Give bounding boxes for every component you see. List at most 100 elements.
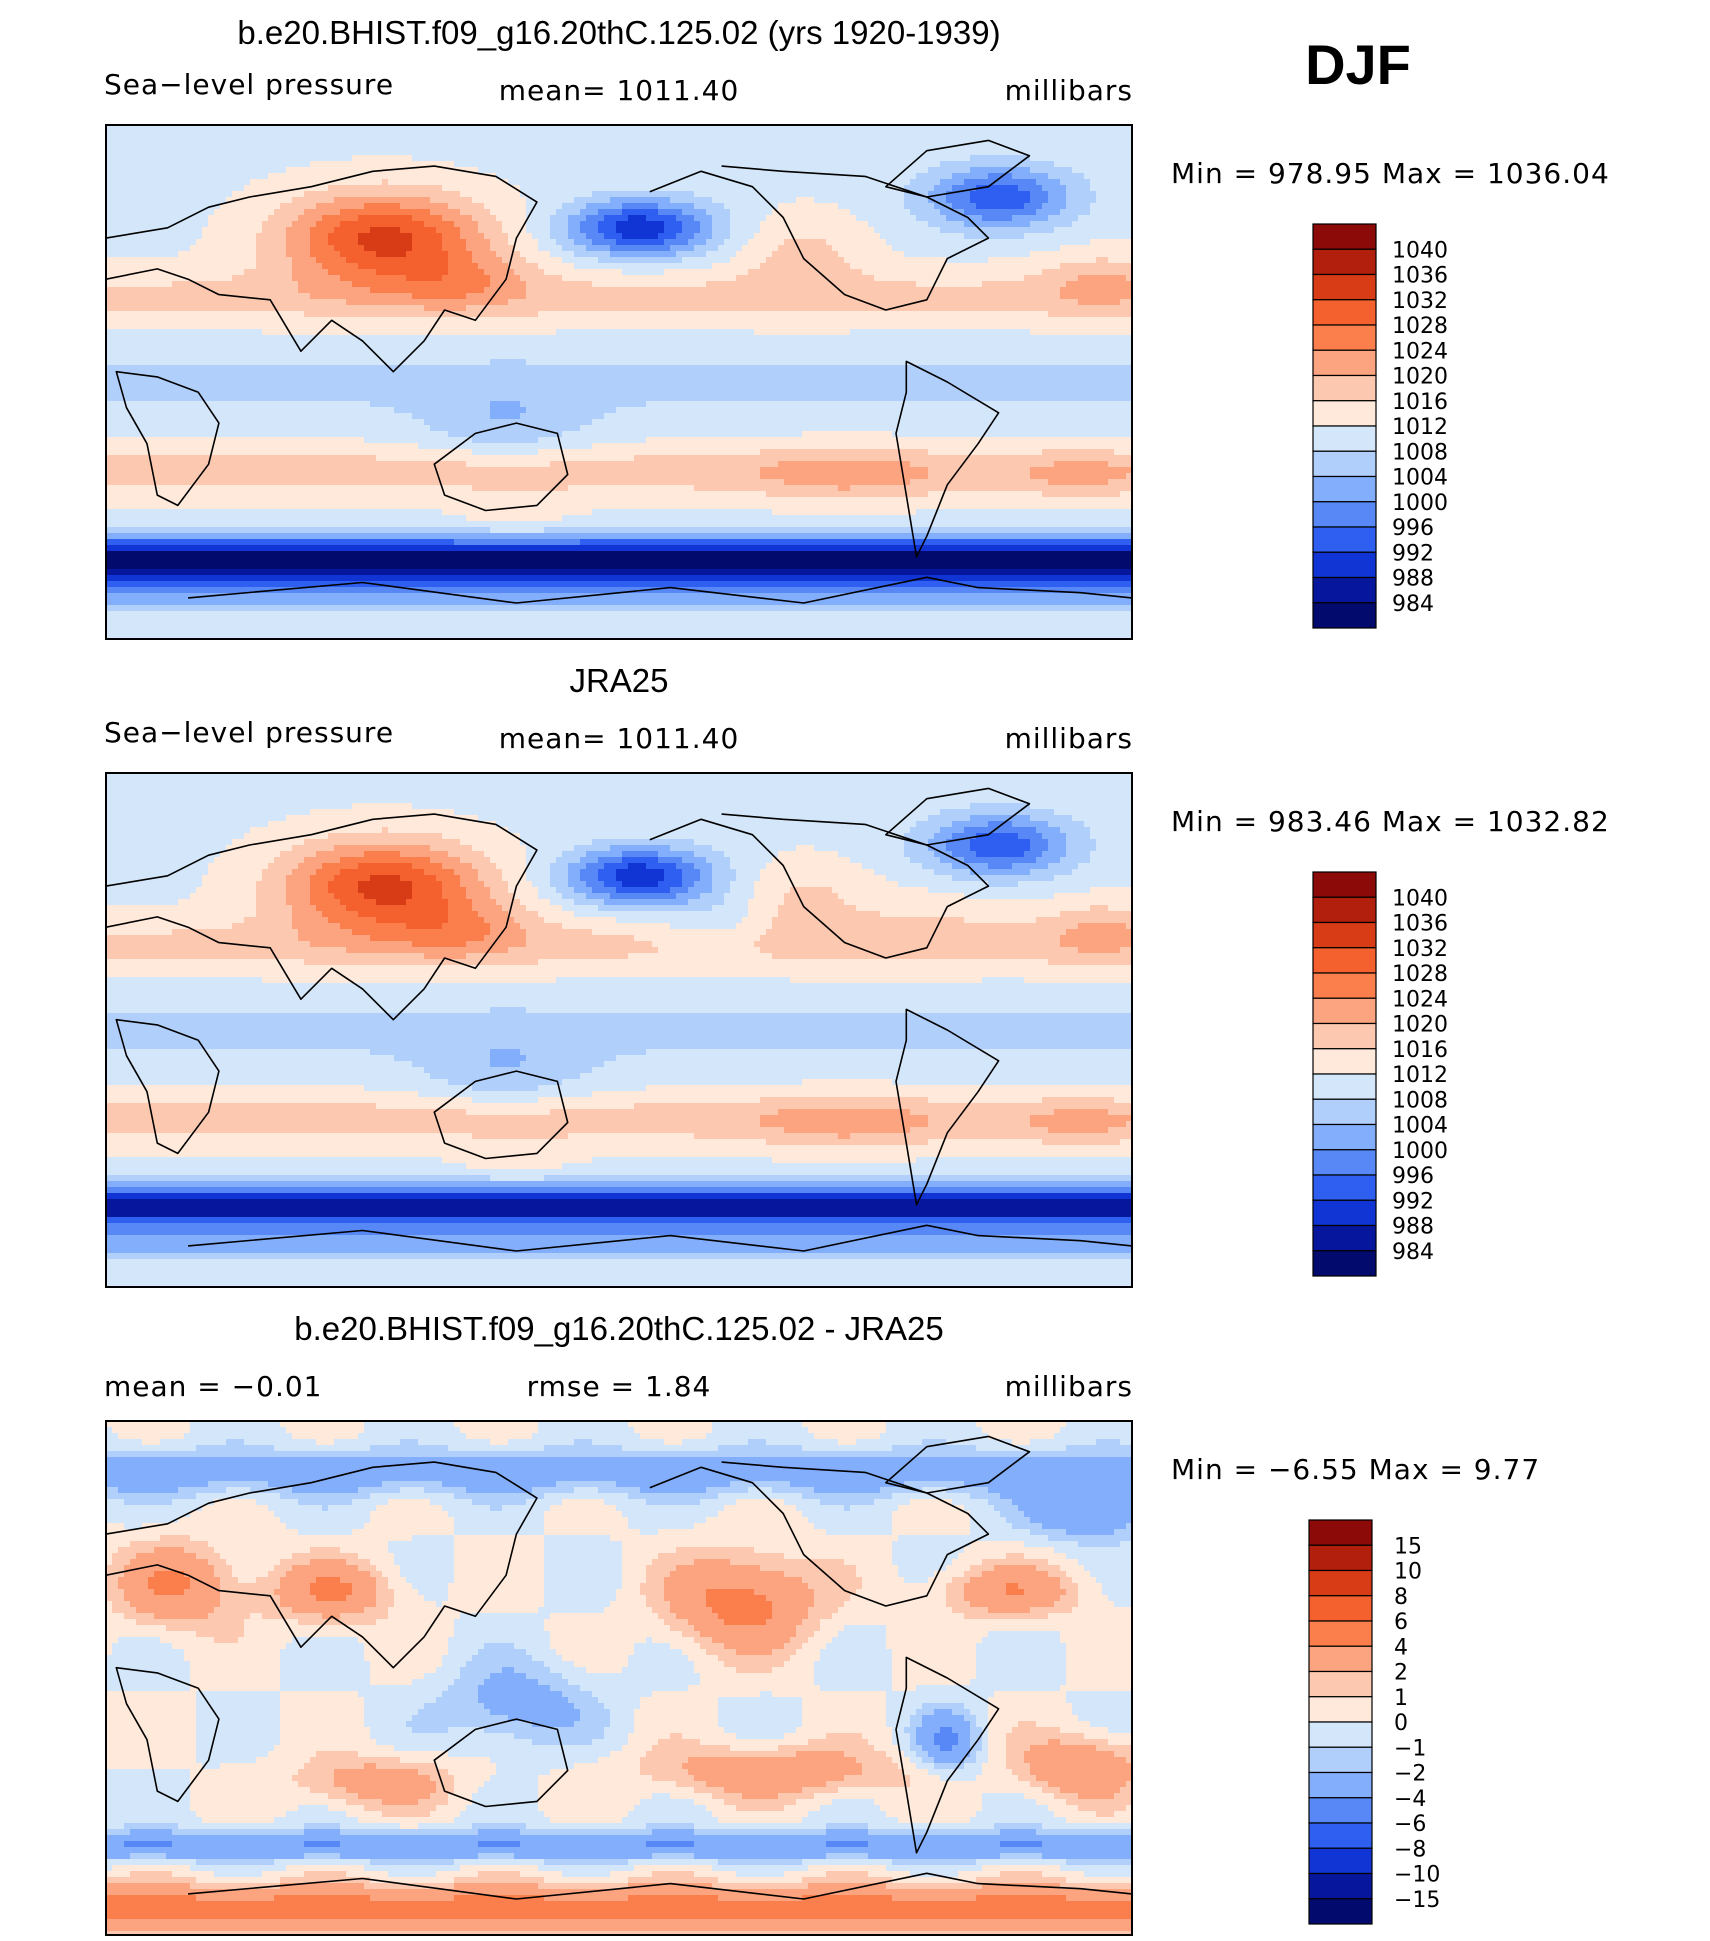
contour-cell bbox=[658, 1529, 827, 1536]
contour-cell bbox=[892, 1727, 905, 1734]
colorbar-tick-label: 1040 bbox=[1392, 886, 1448, 911]
contour-cell bbox=[106, 395, 1132, 402]
contour-cell bbox=[940, 809, 1055, 816]
contour-cell bbox=[340, 275, 407, 282]
contour-cell bbox=[538, 1793, 653, 1800]
contour-cell bbox=[106, 215, 209, 222]
contour-cell bbox=[106, 1871, 131, 1878]
contour-cell bbox=[448, 1445, 545, 1452]
contour-cell bbox=[664, 1589, 707, 1596]
contour-cell bbox=[580, 869, 599, 876]
contour-cell bbox=[1078, 215, 1132, 222]
contour-cell bbox=[478, 1685, 551, 1692]
contour-cell bbox=[430, 1775, 455, 1782]
contour-cell bbox=[364, 1643, 449, 1650]
colorbar-tick-label: 1024 bbox=[1392, 987, 1448, 1012]
colorbar-swatch bbox=[1308, 1645, 1373, 1673]
contour-cell bbox=[1066, 1643, 1132, 1650]
contour-cell bbox=[466, 1163, 563, 1170]
contour-cell bbox=[928, 887, 1091, 894]
contour-cell bbox=[616, 239, 665, 246]
contour-cell bbox=[106, 1655, 185, 1662]
contour-cell bbox=[484, 851, 527, 858]
contour-cell bbox=[760, 1691, 773, 1698]
contour-cell bbox=[940, 161, 1055, 168]
contour-cell bbox=[946, 1589, 965, 1596]
contour-cell bbox=[256, 899, 287, 906]
contour-cell bbox=[616, 407, 1132, 414]
colorbar-swatch bbox=[1312, 273, 1377, 301]
contour-cell bbox=[748, 269, 863, 276]
contour-cell bbox=[484, 1781, 539, 1788]
contour-cell bbox=[106, 983, 1132, 990]
contour-cell bbox=[652, 1745, 731, 1752]
contour-cell bbox=[916, 1727, 941, 1734]
contour-cell bbox=[928, 1577, 953, 1584]
contour-cell bbox=[754, 329, 851, 336]
contour-cell bbox=[268, 1571, 287, 1578]
contour-cell bbox=[982, 1769, 1013, 1776]
contour-cell bbox=[526, 203, 563, 210]
contour-cell bbox=[802, 1643, 827, 1650]
contour-cell bbox=[196, 1727, 281, 1734]
contour-cell bbox=[358, 263, 449, 270]
contour-cell bbox=[106, 335, 1132, 342]
contour-cell bbox=[664, 227, 683, 234]
contour-cell bbox=[808, 1583, 863, 1590]
contour-cell bbox=[712, 233, 731, 240]
contour-cell bbox=[106, 1097, 473, 1104]
contour-cell bbox=[280, 1715, 365, 1722]
contour-cell bbox=[1006, 1583, 1019, 1590]
contour-cell bbox=[280, 1673, 371, 1680]
contour-cell bbox=[652, 941, 755, 948]
contour-cell bbox=[328, 233, 359, 240]
contour-cell bbox=[1108, 257, 1132, 264]
contour-cell bbox=[964, 1589, 1007, 1596]
colorbar-tick-label: 10 bbox=[1394, 1560, 1422, 1585]
contour-cell bbox=[784, 1127, 911, 1134]
contour-cell bbox=[610, 1871, 653, 1878]
contour-cell bbox=[106, 1487, 119, 1494]
contour-cell bbox=[652, 1637, 695, 1644]
contour-cell bbox=[898, 881, 989, 888]
contour-cell bbox=[694, 203, 725, 210]
contour-cell bbox=[340, 899, 377, 906]
contour-cell bbox=[646, 1571, 671, 1578]
contour-cell bbox=[412, 1679, 455, 1686]
contour-cell bbox=[538, 1883, 629, 1890]
contour-cell bbox=[646, 1601, 671, 1608]
colorbar-tick-label: 1004 bbox=[1392, 1114, 1448, 1139]
contour-cell bbox=[1036, 179, 1061, 186]
contour-cell bbox=[946, 215, 983, 222]
contour-cell bbox=[802, 1721, 887, 1728]
contour-cell bbox=[988, 1751, 1007, 1758]
contour-cell bbox=[550, 1685, 581, 1692]
contour-cell bbox=[538, 887, 557, 894]
contour-cell bbox=[1060, 1637, 1132, 1644]
contour-cell bbox=[526, 197, 575, 204]
contour-cell bbox=[712, 869, 737, 876]
contour-cell bbox=[766, 1595, 815, 1602]
contour-cell bbox=[370, 1511, 449, 1518]
contour-cell bbox=[574, 263, 713, 270]
contour-cell bbox=[580, 875, 599, 882]
contour-cell bbox=[454, 1559, 545, 1566]
contour-cell bbox=[970, 1517, 1007, 1524]
contour-cell bbox=[328, 917, 377, 924]
contour-cell bbox=[952, 875, 1055, 882]
contour-cell bbox=[256, 887, 287, 894]
contour-cell bbox=[508, 233, 533, 240]
contour-cell bbox=[1036, 1775, 1132, 1782]
contour-cell bbox=[130, 1559, 209, 1566]
contour-cell bbox=[544, 1541, 623, 1548]
contour-cell bbox=[454, 1553, 545, 1560]
contour-cell bbox=[730, 881, 755, 888]
contour-cell bbox=[106, 551, 1132, 558]
contour-cell bbox=[310, 233, 329, 240]
contour-cell bbox=[724, 1787, 803, 1794]
contour-cell bbox=[886, 1883, 983, 1890]
contour-cell bbox=[166, 1853, 305, 1860]
contour-cell bbox=[262, 977, 557, 984]
contour-cell bbox=[856, 905, 1091, 912]
contour-cell bbox=[664, 1439, 683, 1446]
